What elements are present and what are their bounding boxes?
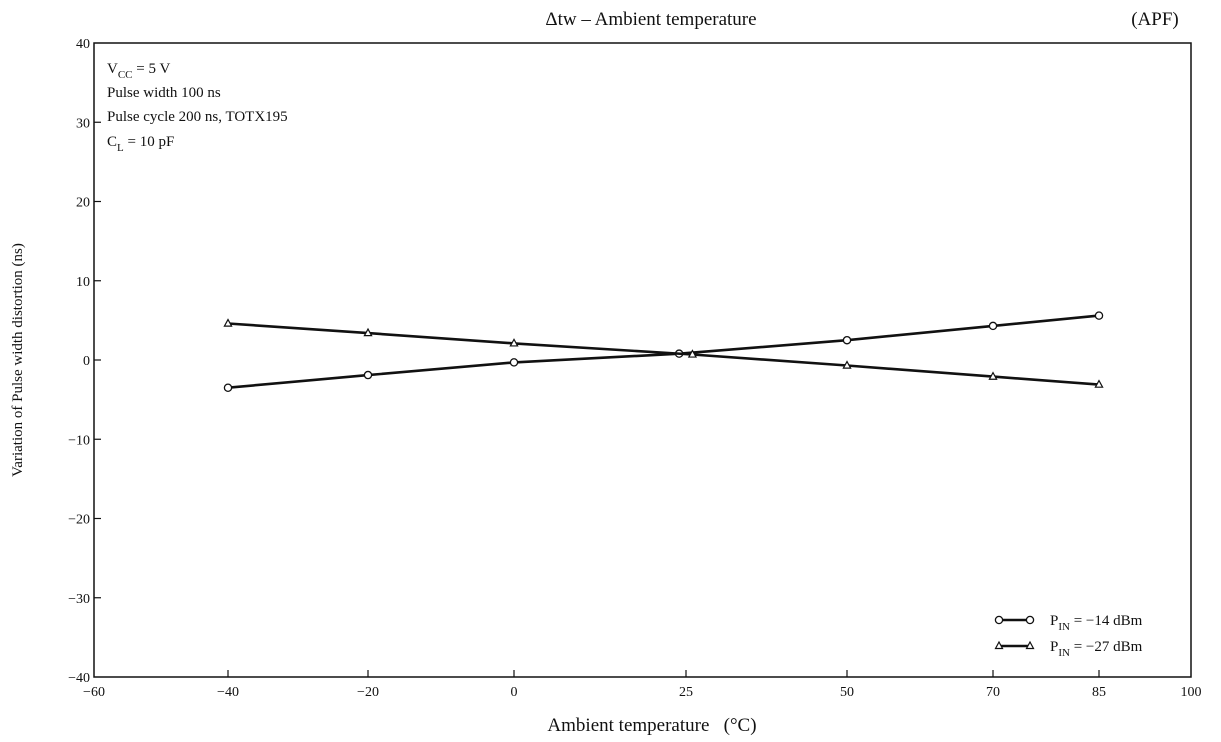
series-1-point bbox=[988, 321, 998, 331]
conditions-block: VCC = 5 V Pulse width 100 ns Pulse cycle… bbox=[107, 61, 288, 154]
legend-item-series-2: PIN = −27 dBm bbox=[994, 639, 1143, 659]
x-axis-label: Ambient temperature (°C) bbox=[547, 715, 756, 736]
series-layer bbox=[223, 311, 1104, 392]
y-tick-label: 0 bbox=[83, 354, 90, 369]
condition-cl: CL = 10 pF bbox=[107, 134, 174, 154]
x-tick-label: 85 bbox=[1092, 685, 1106, 700]
series-1-point bbox=[509, 358, 519, 367]
series-2-point bbox=[1094, 379, 1104, 388]
series-1-point bbox=[842, 335, 852, 345]
series-2-point bbox=[842, 360, 852, 369]
x-tick-label: 25 bbox=[679, 685, 693, 700]
x-tick-label: 100 bbox=[1181, 685, 1202, 700]
x-tick-label: 0 bbox=[511, 685, 518, 700]
legend-label-series-2: PIN = −27 dBm bbox=[1050, 639, 1143, 659]
condition-pulse-width: Pulse width 100 ns bbox=[107, 85, 221, 101]
condition-pulse-cycle: Pulse cycle 200 ns, TOTX195 bbox=[107, 109, 288, 125]
series-2-point bbox=[509, 338, 519, 347]
x-tick-label: 70 bbox=[986, 685, 1000, 700]
chart-title: Δtw – Ambient temperature bbox=[545, 9, 756, 30]
y-tick-label: −20 bbox=[68, 513, 90, 528]
legend-label-series-1: PIN = −14 dBm bbox=[1050, 613, 1143, 633]
series-2-point bbox=[988, 371, 998, 380]
corner-tag: (APF) bbox=[1131, 9, 1179, 30]
plot-frame bbox=[93, 42, 1192, 678]
y-tick-label: 40 bbox=[76, 37, 90, 52]
x-tick-label: −60 bbox=[83, 685, 105, 700]
series-2-point bbox=[363, 327, 373, 337]
legend-marker-triangle bbox=[1025, 640, 1035, 650]
x-tick-label: −20 bbox=[357, 685, 379, 700]
y-tick-label: 10 bbox=[76, 275, 90, 290]
series-1-point bbox=[1094, 311, 1104, 320]
legend-marker-circle bbox=[1025, 615, 1035, 625]
y-tick-label: −40 bbox=[68, 671, 90, 686]
legend-marker-circle bbox=[994, 615, 1004, 625]
x-tick-label: 50 bbox=[840, 685, 854, 700]
series-2-point bbox=[687, 349, 698, 358]
legend-item-series-1: PIN = −14 dBm bbox=[994, 613, 1143, 633]
y-axis-label: Variation of Pulse width distortion (ns) bbox=[10, 243, 26, 477]
y-tick-label: −10 bbox=[68, 433, 90, 448]
y-tick-label: 20 bbox=[76, 196, 90, 211]
legend-marker-triangle bbox=[994, 640, 1004, 650]
x-axis: −60 −40 −20 0 25 50 70 85 100 bbox=[83, 670, 1202, 700]
series-2-point bbox=[223, 318, 233, 327]
series-1-point bbox=[363, 370, 373, 380]
x-tick-label: −40 bbox=[217, 685, 239, 700]
y-axis: −40 −30 −20 −10 0 10 20 30 40 bbox=[68, 37, 101, 686]
y-tick-label: 30 bbox=[76, 116, 90, 131]
y-tick-label: −30 bbox=[68, 592, 90, 607]
series-1-point bbox=[223, 383, 233, 392]
legend: PIN = −14 dBm PIN = −27 dBm bbox=[994, 613, 1143, 659]
condition-vcc: VCC = 5 V bbox=[107, 61, 170, 81]
